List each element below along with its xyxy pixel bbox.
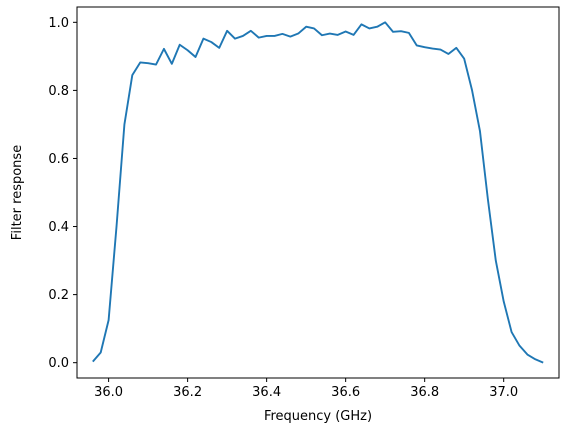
series-layer [92, 21, 544, 364]
series-line [92, 21, 544, 364]
x-axis-ticks: 36.0 36.2 36.4 36.6 36.8 37.0 [94, 378, 518, 400]
y-tick-label: 0.4 [48, 220, 69, 235]
x-tick-label: 36.4 [252, 385, 281, 400]
x-tick-label: 36.2 [173, 385, 202, 400]
plot-frame [76, 6, 560, 379]
y-tick-label: 1.0 [48, 16, 69, 31]
y-axis-label: Filter response [10, 145, 25, 240]
plot-area [77, 7, 559, 378]
y-tick-label: 0.2 [48, 288, 69, 303]
x-tick-label: 36.6 [331, 385, 360, 400]
y-tick-label: 0.6 [48, 152, 69, 167]
y-axis-ticks: 0.0 0.2 0.4 0.6 0.8 1.0 [48, 16, 77, 371]
y-tick-label: 0.0 [48, 356, 69, 371]
x-tick-label: 36.8 [410, 385, 439, 400]
x-tick-label: 36.0 [94, 385, 123, 400]
x-tick-label: 37.0 [489, 385, 518, 400]
y-tick-label: 0.8 [48, 84, 69, 99]
x-axis-label: Frequency (GHz) [264, 409, 372, 424]
